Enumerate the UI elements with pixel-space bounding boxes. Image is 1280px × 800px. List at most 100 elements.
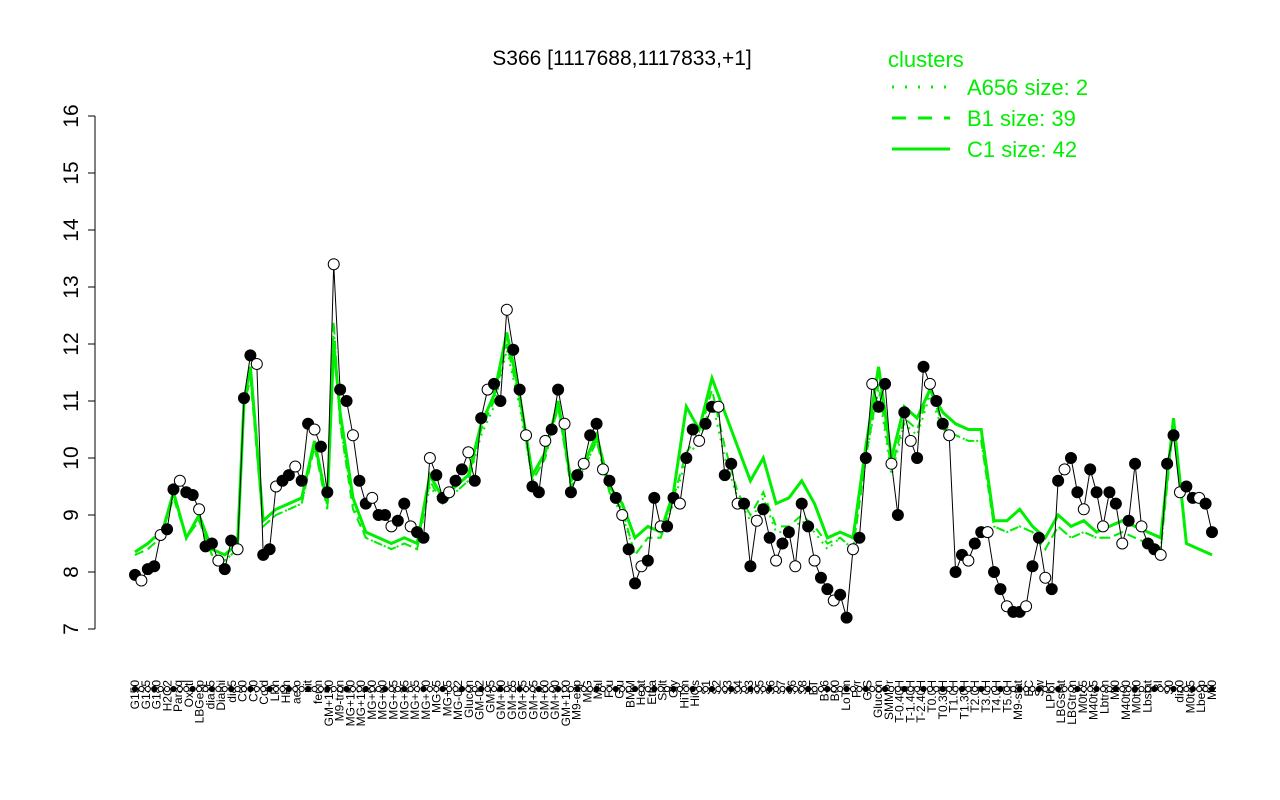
data-point <box>282 469 295 482</box>
data-point <box>173 474 186 487</box>
sample-marker <box>369 685 376 693</box>
sample-marker <box>747 685 754 693</box>
data-point <box>353 474 366 487</box>
data-point <box>391 514 404 527</box>
data-point <box>923 377 936 390</box>
sample-marker <box>253 685 260 693</box>
sample-marker <box>619 685 626 693</box>
sample-marker <box>1055 685 1062 693</box>
sample-marker <box>997 685 1004 693</box>
data-point <box>917 360 930 373</box>
legend-item-label: A656 size: 2 <box>967 75 1088 100</box>
data-point <box>763 531 776 544</box>
y-tick-label: 8 <box>60 566 83 578</box>
legend-item-label: C1 size: 42 <box>967 137 1077 162</box>
sample-marker <box>1029 685 1036 693</box>
data-point <box>225 534 238 547</box>
data-point <box>693 434 706 447</box>
data-point <box>321 486 334 499</box>
sample-marker <box>1189 685 1196 693</box>
data-point <box>629 577 642 590</box>
data-point <box>782 526 795 539</box>
sample-marker <box>208 685 216 693</box>
data-point <box>532 486 545 499</box>
sample-marker <box>234 685 241 693</box>
data-point <box>814 571 827 584</box>
data-point <box>205 537 218 550</box>
sample-marker <box>1183 685 1190 693</box>
sample-marker <box>965 685 972 693</box>
sample-marker <box>272 685 280 693</box>
sample-marker <box>984 685 991 693</box>
data-point <box>1122 514 1135 527</box>
sample-marker <box>471 685 478 693</box>
data-point <box>802 520 815 533</box>
sample-marker <box>1099 685 1107 693</box>
sample-marker <box>580 685 587 693</box>
sample-marker <box>1208 685 1216 693</box>
sample-marker <box>933 685 940 693</box>
sample-marker <box>894 685 901 693</box>
data-point <box>161 523 174 536</box>
data-point <box>930 395 943 407</box>
data-point <box>616 509 629 521</box>
data-point <box>135 574 148 587</box>
sample-marker <box>311 685 318 693</box>
data-point <box>308 423 321 436</box>
sample-marker <box>240 685 248 693</box>
data-point <box>1199 497 1212 510</box>
data-point <box>789 560 802 573</box>
data-point <box>1026 560 1039 573</box>
data-point <box>500 303 513 316</box>
data-point <box>212 554 225 567</box>
sample-marker <box>1074 685 1081 693</box>
data-point <box>1154 548 1167 561</box>
sample-marker <box>458 685 466 693</box>
sample-marker <box>612 685 619 693</box>
y-tick-label: 12 <box>60 332 83 355</box>
sample-marker <box>1061 685 1068 693</box>
sample-marker <box>138 685 145 693</box>
sample-marker <box>1003 685 1010 693</box>
y-tick-label: 9 <box>60 509 83 521</box>
sample-marker <box>535 685 542 693</box>
cluster-line-dotted <box>134 326 1213 562</box>
data-point <box>340 395 353 407</box>
data-point <box>244 349 257 362</box>
data-point <box>847 543 859 556</box>
sample-marker <box>958 685 966 693</box>
data-point <box>1045 583 1058 596</box>
data-point <box>564 486 577 499</box>
data-point <box>186 489 199 502</box>
data-point <box>263 543 276 556</box>
data-point <box>346 429 359 442</box>
sample-marker <box>510 685 517 693</box>
sample-marker <box>734 685 741 693</box>
data-point <box>167 483 180 496</box>
sample-marker <box>978 685 985 693</box>
sample-marker <box>907 685 914 693</box>
sample-marker <box>183 685 190 693</box>
data-point <box>558 417 571 430</box>
sample-marker <box>881 685 889 693</box>
sample-marker <box>587 685 594 693</box>
sample-marker <box>1112 685 1119 693</box>
x-tick-label: Cold <box>257 680 271 705</box>
data-point <box>539 434 552 447</box>
x-tick-label: T-1.40H <box>903 680 917 723</box>
sample-marker <box>1202 685 1209 693</box>
data-point <box>1109 497 1122 510</box>
data-point <box>994 583 1007 596</box>
data-point <box>943 429 956 442</box>
sample-marker <box>413 685 421 693</box>
data-point <box>738 497 751 510</box>
sample-marker <box>202 685 209 693</box>
sample-marker <box>772 685 780 693</box>
data-point <box>334 383 347 396</box>
y-tick-label: 14 <box>60 218 83 242</box>
data-point <box>712 400 725 413</box>
sample-marker <box>298 685 305 693</box>
data-point <box>1206 526 1218 539</box>
sample-marker <box>170 685 177 693</box>
